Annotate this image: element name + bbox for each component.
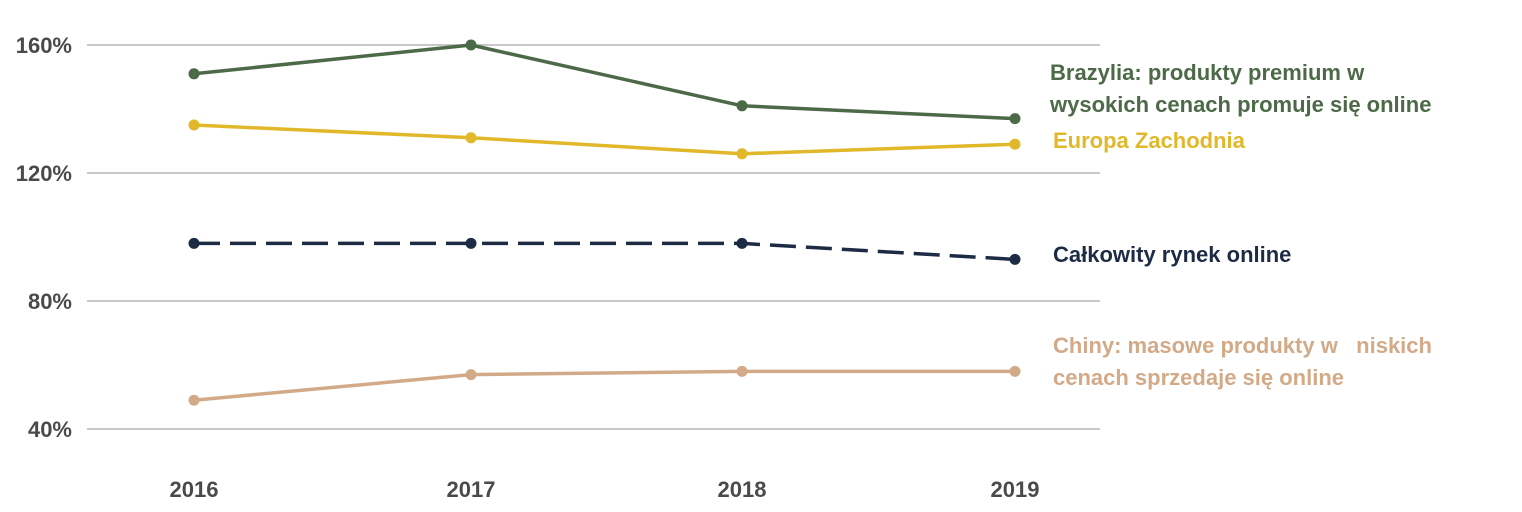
x-tick-label: 2018 [718, 477, 767, 502]
data-point [465, 369, 477, 381]
series-line [194, 241, 1016, 262]
data-point [465, 237, 477, 249]
data-point [465, 39, 477, 51]
data-point [188, 119, 200, 131]
series-label: Europa Zachodnia [1053, 128, 1246, 153]
data-point [188, 394, 200, 406]
series-label: Chiny: masowe produkty w niskich cenach s… [1053, 333, 1432, 390]
series-line [193, 369, 1015, 402]
data-point [465, 132, 477, 144]
series-line [193, 123, 1016, 156]
data-point [736, 100, 748, 112]
series-labels: Brazylia: produkty premium w wysokich cen… [1049, 60, 1432, 390]
y-tick-label: 80% [28, 289, 72, 314]
y-tick-label: 40% [28, 417, 72, 442]
series-label: Brazylia: produkty premium w wysokich cen… [1049, 60, 1431, 117]
data-point [1009, 138, 1021, 150]
series-line [193, 43, 1016, 121]
data-point [736, 148, 748, 160]
y-tick-label: 160% [16, 33, 72, 58]
grid-lines [87, 44, 1100, 430]
x-tick-label: 2016 [170, 477, 219, 502]
data-point [188, 68, 200, 80]
y-axis-ticks: 40% 80% 120% 160% [16, 33, 72, 442]
data-point [736, 237, 748, 249]
data-point [1009, 365, 1021, 377]
y-tick-label: 120% [16, 161, 72, 186]
x-axis-ticks: 2016 2017 2018 2019 [170, 477, 1040, 502]
data-point [736, 365, 748, 377]
data-point [1009, 113, 1021, 125]
series-lines [188, 39, 1021, 406]
data-point [188, 237, 200, 249]
series-label: Całkowity rynek online [1053, 242, 1291, 267]
data-point [1009, 253, 1021, 265]
x-tick-label: 2019 [991, 477, 1040, 502]
x-tick-label: 2017 [447, 477, 496, 502]
